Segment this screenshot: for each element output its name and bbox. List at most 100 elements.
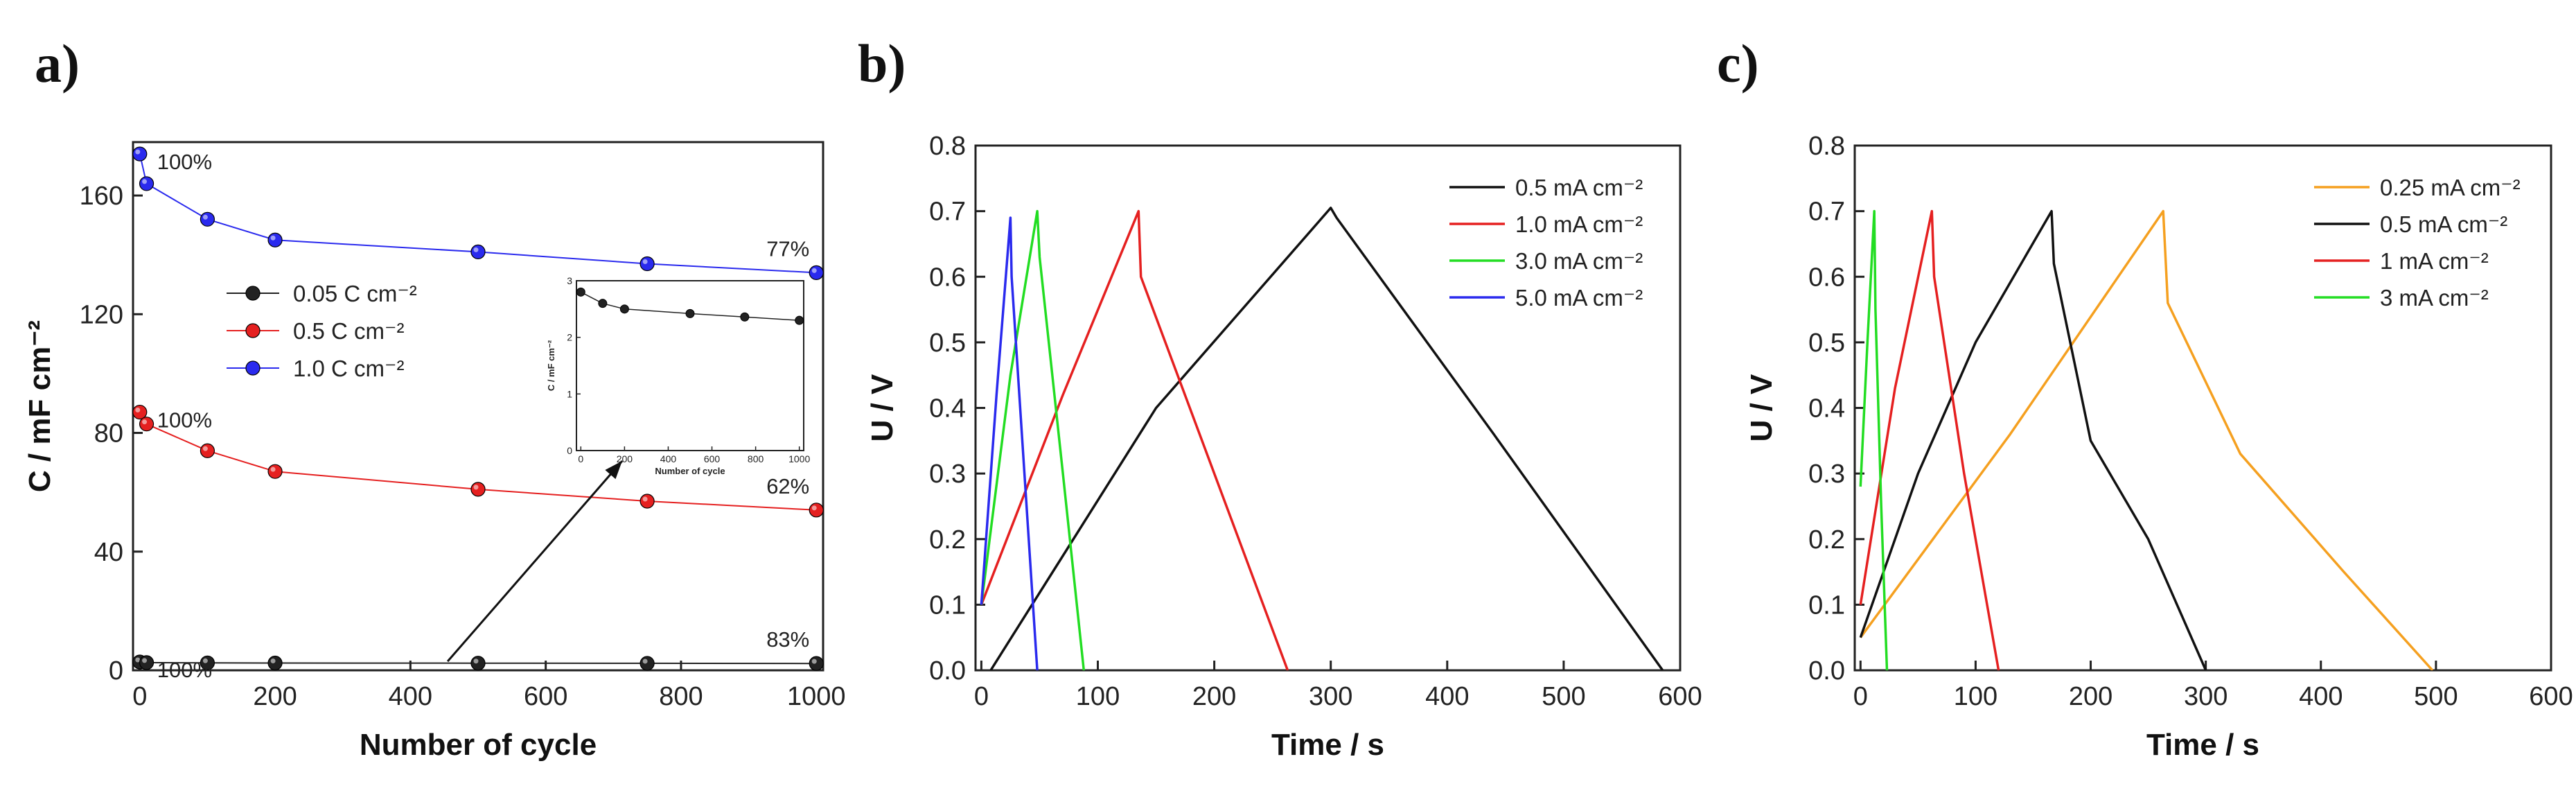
- panel-a-point-highlight: [811, 505, 817, 511]
- panel-b-legend-label: 5.0 mA cm⁻²: [1515, 285, 1643, 311]
- panel-label-a: a): [35, 33, 80, 94]
- panel-a-point: [470, 656, 486, 671]
- panel-a-ytick-label: 0: [109, 656, 123, 686]
- panel-a-inset-point: [598, 299, 608, 308]
- panel-c-ytick-label: 0.8: [1808, 132, 1845, 161]
- panel-b-ytick-label: 0.0: [929, 656, 966, 686]
- panel-c-legend-label: 0.25 mA cm⁻²: [2380, 175, 2521, 200]
- panel-a-ytick-label: 160: [80, 182, 123, 211]
- panel-a-ytick-label: 80: [94, 419, 123, 448]
- panel-a-percent-label: 83%: [766, 627, 809, 652]
- panel-a-legend-label: 0.05 C cm⁻²: [293, 281, 417, 306]
- panel-a-inset-xtick-label: 400: [660, 453, 677, 464]
- panel-label-c: c): [1717, 33, 1759, 94]
- panel-c-xtick-label: 400: [2299, 682, 2343, 711]
- panel-c-ytick-label: 0.0: [1808, 656, 1845, 686]
- panel-b-legend: 0.5 mA cm⁻² 1.0 mA cm⁻² 3.0 mA cm⁻² 5.0 mA …: [1449, 175, 1643, 311]
- panel-a-inset-frame: [576, 280, 804, 451]
- panel-a-point: [470, 482, 486, 497]
- panel-a-point-highlight: [270, 659, 276, 664]
- panel-c-legend: 0.25 mA cm⁻² 0.5 mA cm⁻² 1 mA cm⁻² 3 mA cm⁻…: [2314, 175, 2521, 311]
- panel-a-point-highlight: [642, 659, 648, 664]
- panel-b-legend-label: 3.0 mA cm⁻²: [1515, 248, 1643, 274]
- panel-a-point-highlight: [811, 659, 817, 664]
- panel-a-inset-ytick-label: 0: [567, 445, 572, 456]
- panel-b-y-axis-title: U / V: [865, 374, 899, 442]
- panel-a-legend-marker: [245, 360, 261, 376]
- panel-a-point: [132, 146, 148, 162]
- panel-a-point-highlight: [270, 467, 276, 472]
- panel-b-ytick-label: 0.3: [929, 460, 966, 489]
- panel-a-xtick-label: 800: [659, 682, 703, 711]
- panel-c-ytick-label: 0.5: [1808, 329, 1845, 358]
- panel-a-legend-label: 0.5 C cm⁻²: [293, 318, 404, 344]
- panel-b-ytick-label: 0.8: [929, 132, 966, 161]
- panel-a-point-highlight: [142, 179, 148, 184]
- panel-b-legend-label: 0.5 mA cm⁻²: [1515, 175, 1643, 200]
- panel-b-ytick-label: 0.2: [929, 525, 966, 555]
- panel-a-point: [639, 494, 655, 509]
- panel-a-xtick-label: 0: [132, 682, 147, 711]
- panel-a-percent-label: 100%: [157, 408, 212, 433]
- panel-a-inset-point: [685, 308, 695, 318]
- panel-a-legend-marker: [245, 286, 261, 301]
- panel-a-xtick-label: 200: [253, 682, 297, 711]
- panel-c-ytick-label: 0.2: [1808, 525, 1845, 555]
- panel-a-inset-ytick-label: 1: [567, 388, 572, 399]
- panel-a-point-highlight: [135, 408, 141, 413]
- panel-a-point: [809, 265, 824, 280]
- panel-a-legend-marker: [245, 323, 261, 338]
- panel-b-xtick-label: 100: [1076, 682, 1120, 711]
- panel-a-inset-xtick-label: 600: [704, 453, 721, 464]
- panel-a-inset-point: [576, 287, 585, 297]
- panel-c-legend-label: 3 mA cm⁻²: [2380, 285, 2489, 311]
- panel-a-point-highlight: [202, 658, 208, 663]
- panel-c-ytick-label: 0.7: [1808, 198, 1845, 227]
- panel-b-series-line-1: [980, 209, 1289, 670]
- panel-b-ytick-label: 0.7: [929, 198, 966, 227]
- panel-a-point: [470, 244, 486, 259]
- panel-a-point-highlight: [642, 259, 648, 265]
- panel-a-point-highlight: [473, 485, 479, 490]
- panel-c-chart: 0 100 200 300 400 500 600 0.0 0.1 0.2 0.3 0.4 0.5 0.6…: [1745, 132, 2573, 762]
- panel-a-point: [639, 256, 655, 272]
- panel-a-point-highlight: [135, 657, 141, 663]
- panel-a-inset-point: [795, 315, 804, 325]
- panel-a-point: [200, 443, 215, 458]
- panel-a-ytick-label: 120: [80, 300, 123, 329]
- panel-a-point: [809, 656, 824, 671]
- panel-c-ytick-label: 0.1: [1808, 591, 1845, 620]
- panel-b-series-line-3: [980, 216, 1039, 670]
- panel-a-inset-point: [619, 304, 629, 314]
- panel-a-point: [267, 232, 283, 247]
- panel-a-inset-ytick-label: 2: [567, 332, 572, 343]
- panel-a-point: [639, 656, 655, 671]
- panel-c-legend-label: 1 mA cm⁻²: [2380, 248, 2489, 274]
- panel-a-percent-label: 100%: [157, 658, 212, 682]
- panel-c-xtick-label: 100: [1954, 682, 1997, 711]
- panel-a-inset-arrow: [446, 460, 624, 663]
- panel-a-point: [809, 503, 824, 518]
- panel-c-series-line-1: [1859, 209, 2207, 670]
- panel-a-point-highlight: [135, 149, 141, 155]
- panel-c-y-axis-title: U / V: [1745, 374, 1779, 442]
- panel-a-inset-xtick-label: 0: [578, 453, 583, 464]
- panel-c-series-line-3: [1859, 209, 1889, 670]
- panel-a-percent-label: 100%: [157, 150, 212, 174]
- panel-a-point-highlight: [811, 268, 817, 273]
- panel-c-ytick-label: 0.4: [1808, 394, 1845, 424]
- panel-a-x-axis-title: Number of cycle: [360, 728, 597, 762]
- panel-b-ytick-label: 0.4: [929, 394, 966, 424]
- panel-a-inset-x-title: Number of cycle: [655, 466, 725, 476]
- panel-c-xtick-label: 0: [1853, 682, 1868, 711]
- panel-c-series-line-0: [1859, 209, 2434, 670]
- panel-b-ytick-label: 0.1: [929, 591, 966, 620]
- panel-a-inset-arrowhead: [605, 461, 622, 480]
- panel-b-xtick-label: 300: [1309, 682, 1352, 711]
- panel-b-xtick-label: 600: [1658, 682, 1702, 711]
- panel-b-xtick-label: 400: [1425, 682, 1469, 711]
- panel-label-b: b): [858, 33, 906, 94]
